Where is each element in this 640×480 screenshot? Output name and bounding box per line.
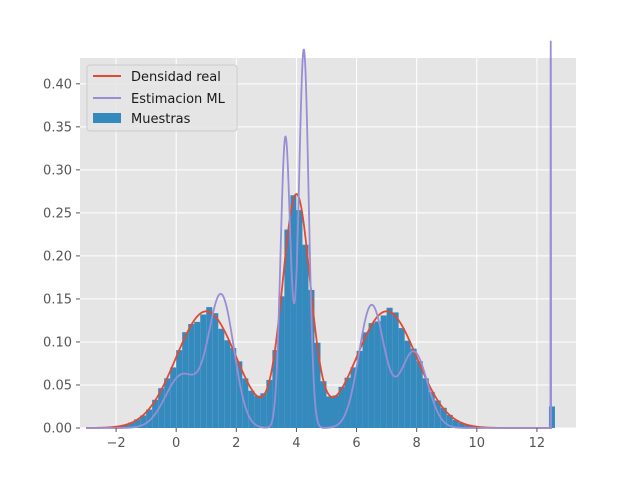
- histogram-bar: [260, 393, 267, 428]
- histogram-bar: [374, 321, 381, 428]
- histogram-bar: [284, 229, 291, 428]
- histogram-bar: [440, 407, 447, 428]
- histogram-bar: [164, 378, 171, 428]
- histogram-bar: [128, 422, 135, 428]
- x-tick-label: −2: [106, 436, 125, 451]
- histogram-bar: [338, 386, 345, 428]
- legend-swatch-hist: [93, 113, 121, 123]
- legend-label-real: Densidad real: [131, 70, 221, 85]
- histogram-bar: [182, 332, 189, 428]
- histogram-bar: [416, 361, 423, 428]
- y-tick-label: 0.10: [43, 335, 72, 350]
- legend: Densidad real Estimacion ML Muestras: [86, 64, 238, 132]
- histogram-bar: [404, 340, 411, 428]
- histogram-bar: [170, 367, 177, 428]
- x-tick-label: 10: [469, 436, 486, 451]
- histogram-bar: [206, 307, 213, 428]
- histogram-bar: [212, 313, 219, 428]
- histogram-bar: [428, 391, 435, 428]
- histogram-bar: [176, 350, 183, 428]
- histogram-bar: [290, 195, 297, 428]
- y-tick-label: 0.25: [43, 206, 72, 221]
- density-lines: [86, 40, 552, 429]
- histogram-bar: [326, 396, 333, 428]
- histogram-bar: [452, 420, 459, 428]
- histogram-bar: [266, 379, 273, 428]
- histogram-bar: [464, 424, 471, 428]
- y-tick-label: 0.05: [43, 378, 72, 393]
- histogram-bar: [344, 377, 351, 428]
- histogram-bar: [368, 323, 375, 428]
- ml-estimate-line: [86, 40, 552, 429]
- x-tick-label: 8: [413, 436, 421, 451]
- y-tick-label: 0.40: [43, 77, 72, 92]
- legend-label-hist: Muestras: [131, 112, 191, 127]
- histogram-bar: [380, 315, 387, 428]
- x-tick-label: 0: [172, 436, 180, 451]
- histogram-bar: [308, 289, 315, 428]
- histogram-bar: [146, 409, 153, 428]
- histogram-bar: [254, 395, 261, 428]
- x-tick-label: 2: [232, 436, 240, 451]
- histogram-bar: [134, 419, 141, 428]
- histogram-bar: [224, 340, 231, 428]
- y-tick-label: 0.00: [43, 422, 72, 437]
- histogram-bar: [446, 414, 453, 428]
- histogram-bar: [314, 342, 321, 428]
- histogram-bar: [218, 328, 225, 428]
- histogram-bar: [398, 328, 405, 428]
- histogram-bar: [200, 314, 207, 428]
- y-tick-label: 0.20: [43, 249, 72, 264]
- histogram-bar: [320, 381, 327, 428]
- y-axis-ticks: 0.00 0.05 0.10 0.15 0.20 0.25 0.30 0.35 0.40: [43, 77, 80, 437]
- histogram-bar: [362, 332, 369, 428]
- histogram-bar: [350, 367, 357, 428]
- histogram-bar: [458, 422, 465, 428]
- y-tick-label: 0.15: [43, 292, 72, 307]
- y-tick-label: 0.35: [43, 120, 72, 135]
- histogram-bar: [410, 348, 417, 428]
- histogram-bar: [302, 244, 309, 428]
- histogram-bar: [236, 361, 243, 428]
- histogram-bar: [548, 406, 555, 428]
- histogram-bar: [248, 390, 255, 428]
- histogram-bar: [242, 378, 249, 428]
- histogram-bar: [230, 348, 237, 428]
- histogram-bar: [356, 350, 363, 428]
- legend-box: [86, 64, 238, 132]
- x-tick-label: 4: [292, 436, 300, 451]
- x-tick-label: 12: [529, 436, 546, 451]
- legend-label-ml: Estimacion ML: [131, 92, 226, 107]
- histogram-bar: [392, 312, 399, 428]
- y-tick-label: 0.30: [43, 163, 72, 178]
- histogram-bar: [188, 323, 195, 428]
- real-density-line: [86, 193, 552, 429]
- histogram-bar: [194, 321, 201, 428]
- histogram-bar: [332, 395, 339, 428]
- x-tick-label: 6: [352, 436, 360, 451]
- histogram-bar: [422, 378, 429, 428]
- histogram-bar: [122, 425, 129, 428]
- histogram-bar: [158, 388, 165, 428]
- histogram-bar: [140, 415, 147, 428]
- x-axis-ticks: −2 0 2 4 6 8 10 12: [106, 428, 545, 451]
- histogram-bar: [296, 210, 303, 428]
- histogram-bar: [278, 296, 285, 428]
